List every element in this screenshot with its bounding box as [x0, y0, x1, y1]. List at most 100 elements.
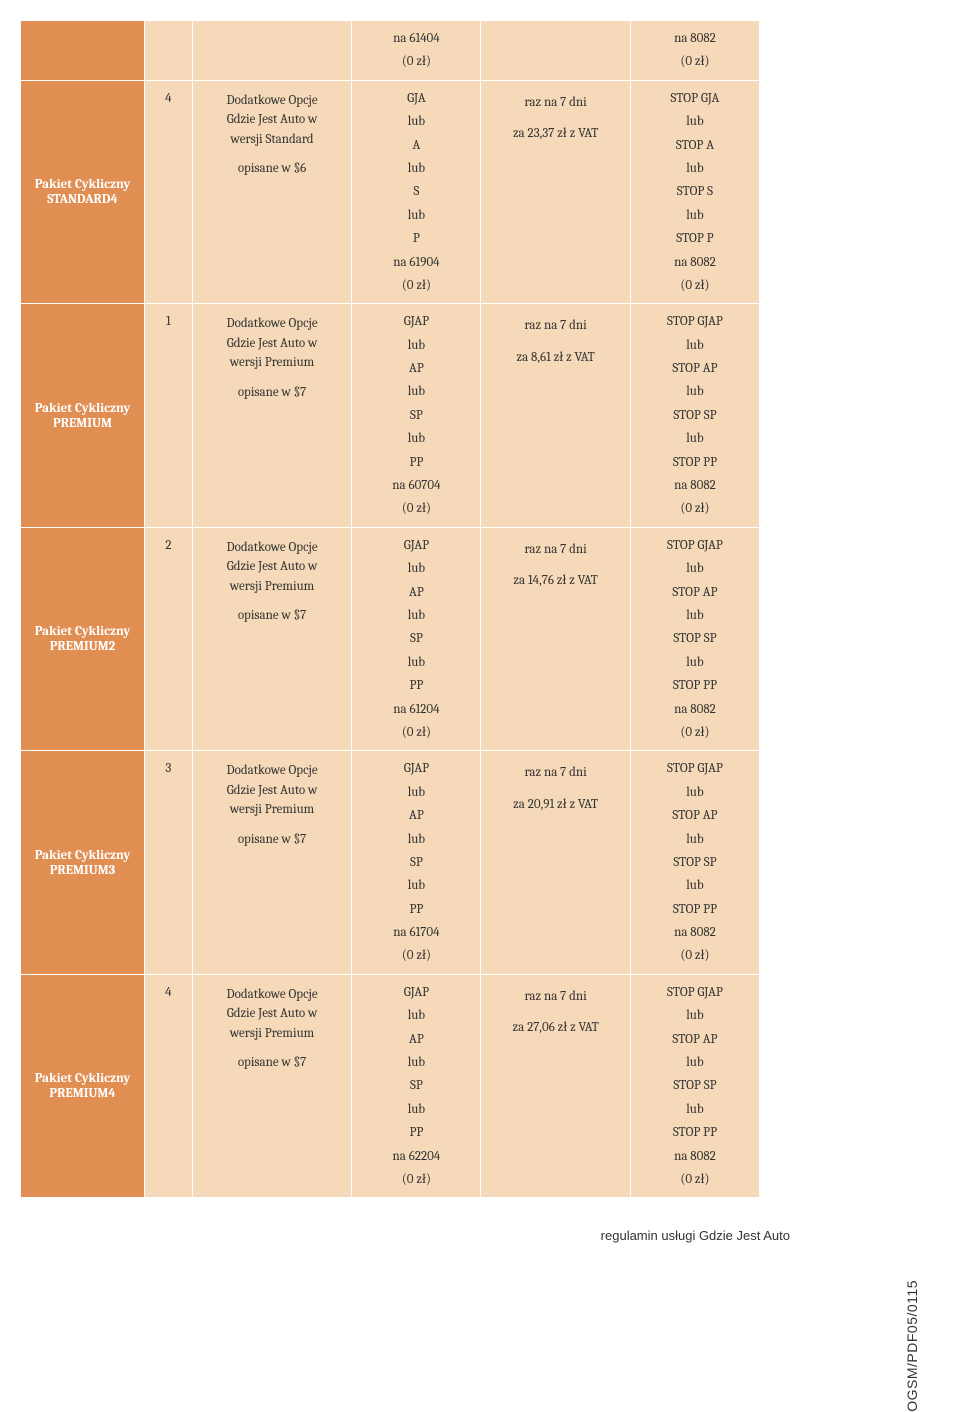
code-line: A: [360, 134, 472, 157]
stop-line: lub: [639, 781, 751, 804]
desc-line: wersji Standard: [201, 130, 344, 150]
freq-line: raz na 7 dni: [489, 538, 621, 561]
desc-line: Dodatkowe Opcje: [201, 538, 344, 558]
footer-text: regulamin usługi Gdzie Jest Auto: [20, 1228, 850, 1243]
code-line: P: [360, 227, 472, 250]
code-line: lub: [360, 380, 472, 403]
row-desc: Dodatkowe Opcje Gdzie Jest Auto w wersji…: [192, 527, 352, 751]
code-line: lub: [360, 334, 472, 357]
row-num: 4: [145, 974, 193, 1198]
freq-line: raz na 7 dni: [489, 985, 621, 1008]
stop-line: (0 zł): [639, 274, 751, 297]
stop-line: (0 zł): [639, 944, 751, 967]
row-codes: GJAP lub AP lub SP lub PP na 61704 (0 zł…: [352, 751, 481, 975]
desc-line: wersji Premium: [201, 800, 344, 820]
row-desc: Dodatkowe Opcje Gdzie Jest Auto w wersji…: [192, 751, 352, 975]
stop-line: STOP PP: [639, 1121, 751, 1144]
stop-line: lub: [639, 157, 751, 180]
desc-line: wersji Premium: [201, 1024, 344, 1044]
freq-line: raz na 7 dni: [489, 91, 621, 114]
top-stop-line2: (0 zł): [639, 50, 751, 73]
stop-line: na 8082: [639, 921, 751, 944]
stop-line: lub: [639, 334, 751, 357]
row-codes: GJA lub A lub S lub P na 61904 (0 zł): [352, 80, 481, 304]
desc-line: Dodatkowe Opcje: [201, 761, 344, 781]
desc-line: Dodatkowe Opcje: [201, 91, 344, 111]
table-row: Pakiet Cykliczny PREMIUM2 2 Dodatkowe Op…: [21, 527, 760, 751]
row-desc: Dodatkowe Opcje Gdzie Jest Auto w wersji…: [192, 80, 352, 304]
freq-line: za 23,37 zł z VAT: [489, 122, 621, 145]
stop-line: STOP PP: [639, 898, 751, 921]
freq-line: raz na 7 dni: [489, 314, 621, 337]
code-line: SP: [360, 627, 472, 650]
freq-line: za 8,61 zł z VAT: [489, 346, 621, 369]
code-line: SP: [360, 851, 472, 874]
header-cell-empty: [21, 21, 145, 81]
stop-line: na 8082: [639, 1145, 751, 1168]
row-stops: STOP GJAP lub STOP AP lub STOP SP lub ST…: [630, 527, 759, 751]
desc-line: opisane w §7: [201, 606, 344, 626]
row-desc: Dodatkowe Opcje Gdzie Jest Auto w wersji…: [192, 974, 352, 1198]
row-header: Pakiet Cykliczny PREMIUM: [21, 304, 145, 528]
stop-line: lub: [639, 828, 751, 851]
row-codes: GJAP lub AP lub SP lub PP na 60704 (0 zł…: [352, 304, 481, 528]
stop-line: STOP A: [639, 134, 751, 157]
desc-line: Dodatkowe Opcje: [201, 985, 344, 1005]
code-line: S: [360, 180, 472, 203]
stop-line: STOP AP: [639, 357, 751, 380]
code-line: PP: [360, 898, 472, 921]
row-header: Pakiet Cykliczny STANDARD4: [21, 80, 145, 304]
row-freq: raz na 7 dni za 8,61 zł z VAT: [481, 304, 630, 528]
stop-line: STOP P: [639, 227, 751, 250]
code-line: GJAP: [360, 310, 472, 333]
code-line: na 61704: [360, 921, 472, 944]
stop-line: (0 zł): [639, 1168, 751, 1191]
code-line: GJAP: [360, 757, 472, 780]
code-line: lub: [360, 874, 472, 897]
code-line: lub: [360, 1098, 472, 1121]
stop-line: STOP SP: [639, 404, 751, 427]
top-stop-line1: na 8082: [639, 27, 751, 50]
row-desc: Dodatkowe Opcje Gdzie Jest Auto w wersji…: [192, 304, 352, 528]
stop-line: STOP AP: [639, 1028, 751, 1051]
row-stops: STOP GJAP lub STOP AP lub STOP SP lub ST…: [630, 974, 759, 1198]
row-header: Pakiet Cykliczny PREMIUM2: [21, 527, 145, 751]
row-stops: STOP GJAP lub STOP AP lub STOP SP lub ST…: [630, 751, 759, 975]
stop-line: lub: [639, 604, 751, 627]
code-line: lub: [360, 651, 472, 674]
code-line: na 60704: [360, 474, 472, 497]
code-line: lub: [360, 1004, 472, 1027]
code-line: GJAP: [360, 534, 472, 557]
code-line: lub: [360, 110, 472, 133]
top-code-cell: na 61404 (0 zł): [352, 21, 481, 81]
code-line: (0 zł): [360, 944, 472, 967]
desc-line: opisane w §7: [201, 1053, 344, 1073]
stop-line: STOP GJAP: [639, 981, 751, 1004]
top-code-line1: na 61404: [360, 27, 472, 50]
code-line: na 61904: [360, 251, 472, 274]
code-line: GJA: [360, 87, 472, 110]
row-codes: GJAP lub AP lub SP lub PP na 61204 (0 zł…: [352, 527, 481, 751]
desc-line: opisane w §7: [201, 383, 344, 403]
freq-line: za 14,76 zł z VAT: [489, 569, 621, 592]
top-stop-cell: na 8082 (0 zł): [630, 21, 759, 81]
table-row-top: na 61404 (0 zł) na 8082 (0 zł): [21, 21, 760, 81]
stop-line: STOP PP: [639, 451, 751, 474]
side-code: OGSM/PDF05/0115: [904, 1280, 920, 1412]
desc-line: Dodatkowe Opcje: [201, 314, 344, 334]
stop-line: lub: [639, 1098, 751, 1121]
code-line: (0 zł): [360, 274, 472, 297]
freq-line: raz na 7 dni: [489, 761, 621, 784]
stop-line: (0 zł): [639, 721, 751, 744]
stop-line: lub: [639, 427, 751, 450]
stop-line: STOP SP: [639, 1074, 751, 1097]
desc-line: Gdzie Jest Auto w: [201, 1004, 344, 1024]
freq-line: za 27,06 zł z VAT: [489, 1016, 621, 1039]
freq-cell-empty: [481, 21, 630, 81]
code-line: lub: [360, 427, 472, 450]
code-line: lub: [360, 604, 472, 627]
code-line: PP: [360, 1121, 472, 1144]
code-line: AP: [360, 357, 472, 380]
table-row: Pakiet Cykliczny PREMIUM3 3 Dodatkowe Op…: [21, 751, 760, 975]
row-num: 4: [145, 80, 193, 304]
